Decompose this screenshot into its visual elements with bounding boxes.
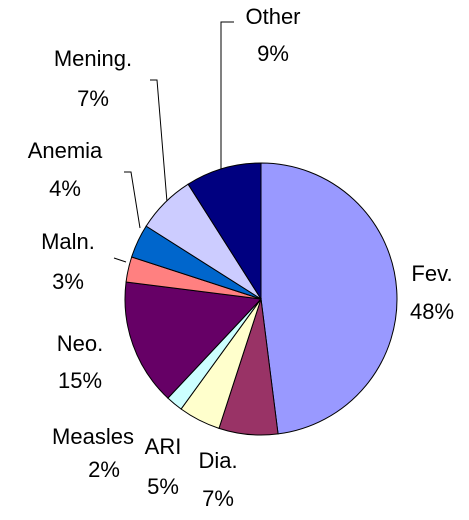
pie-slice: [187, 162, 262, 301]
slice-label: Maln.: [41, 229, 95, 254]
value-label: 3%: [52, 269, 84, 294]
slice-label: Other: [245, 4, 300, 29]
pie-slice: [124, 281, 263, 399]
leader-line: [150, 79, 168, 203]
value-label: 4%: [49, 176, 81, 201]
leader-line: [124, 171, 141, 229]
value-label: 48%: [410, 299, 454, 324]
slice-label: Measles: [52, 424, 134, 449]
value-label: 7%: [202, 486, 234, 511]
leader-line: [220, 21, 234, 172]
value-label: 5%: [147, 474, 179, 499]
value-label: 9%: [257, 41, 289, 66]
leader-lines: [113, 21, 234, 263]
leader-line: [113, 257, 127, 263]
value-label: 7%: [77, 86, 109, 111]
slice-label: Dia.: [198, 448, 237, 473]
slice-label: Neo.: [57, 331, 103, 356]
value-label: 15%: [58, 368, 102, 393]
value-label: 2%: [88, 457, 120, 482]
slice-label: ARI: [145, 434, 182, 459]
pie-slice: [260, 162, 398, 435]
slice-label: Fev.: [411, 261, 452, 286]
slice-label: Mening.: [54, 46, 132, 71]
slice-label: Anemia: [28, 138, 103, 163]
